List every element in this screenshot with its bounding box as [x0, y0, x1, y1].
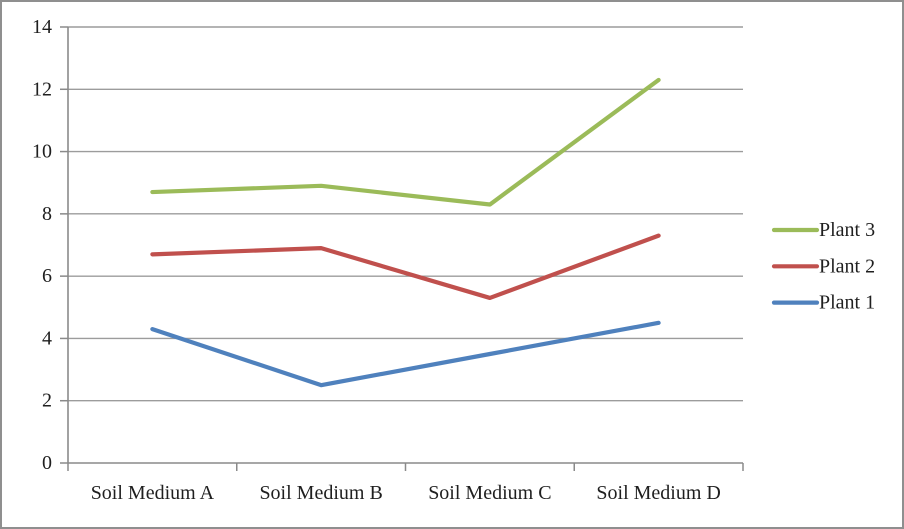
x-axis-category-labels: Soil Medium A Soil Medium B Soil Medium C S…: [91, 482, 721, 504]
y-axis-tick-label: 8: [42, 203, 52, 225]
legend-item-plant-1[interactable]: Plant 1: [771, 292, 875, 314]
x-axis-category-label-soil-medium-d: Soil Medium D: [596, 482, 720, 504]
y-axis-tick-label: 6: [42, 265, 52, 287]
x-axis-category-label-soil-medium-c: Soil Medium C: [428, 482, 551, 504]
series-line-plant-3[interactable]: [150, 77, 661, 207]
legend-label: Plant 1: [819, 292, 875, 314]
y-axis-tick-label: 4: [42, 327, 52, 349]
y-axis-tick-label: 0: [42, 452, 52, 474]
series-line-plant-1[interactable]: [150, 320, 661, 388]
gridlines: [68, 26, 743, 402]
axes: [60, 26, 744, 471]
legend: Plant 3 Plant 2 Plant 1: [771, 219, 875, 314]
legend-item-plant-3[interactable]: Plant 3: [771, 219, 875, 241]
legend-item-plant-2[interactable]: Plant 2: [771, 255, 875, 277]
series-line-plant-2[interactable]: [150, 233, 661, 301]
x-axis-category-label-soil-medium-a: Soil Medium A: [91, 482, 215, 504]
y-axis-tick-label: 2: [42, 390, 52, 412]
y-axis-tick-label: 10: [32, 141, 52, 163]
y-axis-tick-labels: 0 2 4 6 8 10 12 14: [32, 16, 52, 474]
legend-label: Plant 2: [819, 255, 875, 277]
legend-label: Plant 3: [819, 219, 875, 241]
series-lines: [150, 77, 661, 388]
x-axis-category-label-soil-medium-b: Soil Medium B: [259, 482, 382, 504]
y-axis-tick-label: 12: [32, 78, 52, 100]
y-axis-tick-label: 14: [32, 16, 52, 38]
